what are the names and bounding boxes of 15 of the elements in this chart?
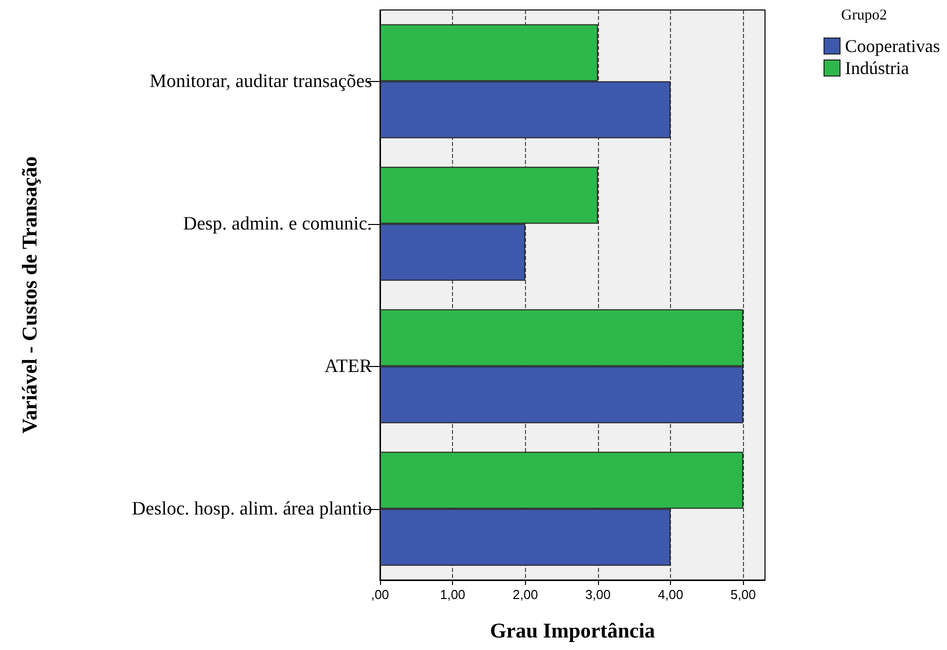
legend-label: Cooperativas — [845, 36, 940, 56]
legend-label: Indústria — [845, 58, 910, 78]
x-tick-label: ,00 — [370, 587, 390, 602]
x-tick-label: 5,00 — [730, 587, 756, 602]
x-tick-label: 3,00 — [585, 587, 611, 602]
y-tick-label: Desp. admin. e comunic. — [183, 213, 372, 234]
x-tick-label: 4,00 — [658, 587, 684, 602]
legend-title: Grupo2 — [841, 8, 887, 24]
y-axis-title: Variável - Custos de Transação — [18, 156, 42, 434]
x-tick-label: 2,00 — [512, 587, 538, 602]
x-tick-label: 1,00 — [440, 587, 466, 602]
y-tick-label: Monitorar, auditar transações — [150, 70, 372, 92]
x-axis-title: Grau Importância — [490, 618, 656, 642]
y-tick-label: Desloc. hosp. alim. área plantio — [132, 498, 372, 520]
y-tick-label: ATER — [324, 356, 372, 377]
